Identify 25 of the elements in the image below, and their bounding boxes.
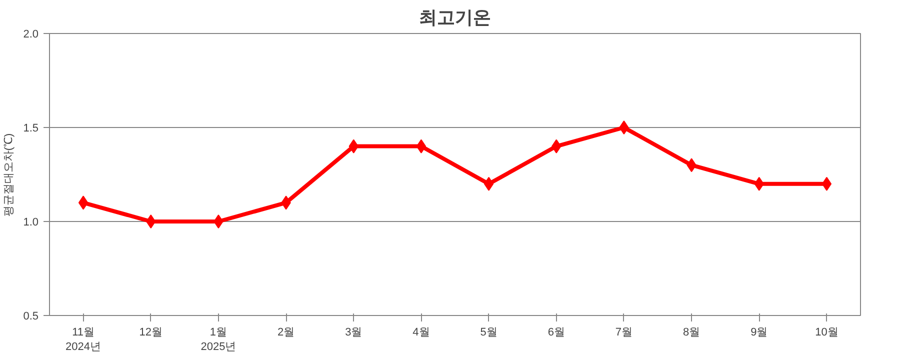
x-tick-label: 10월 bbox=[815, 326, 838, 338]
y-tick-label: 2.0 bbox=[23, 28, 39, 40]
x-tick-label: 5월 bbox=[480, 326, 498, 338]
x-tick-label: 1월 2025년 bbox=[200, 326, 236, 353]
point bbox=[146, 214, 156, 228]
point bbox=[619, 120, 629, 134]
y-tick-label: 1.0 bbox=[23, 216, 39, 228]
x-tick-label: 11월 2024년 bbox=[66, 326, 102, 353]
y-axis-title: 평균절대오차(℃) bbox=[3, 133, 16, 217]
y-tick-label: 0.5 bbox=[23, 310, 39, 322]
x-tick-label: 12월 bbox=[139, 326, 163, 338]
x-tick-label: 2월 bbox=[277, 326, 295, 338]
point bbox=[484, 176, 494, 191]
point bbox=[78, 196, 88, 210]
point bbox=[822, 176, 832, 191]
x-tick-label: 7월 bbox=[615, 326, 633, 338]
chart-title: 최고기온 bbox=[419, 8, 491, 28]
x-tick-label: 9월 bbox=[750, 326, 768, 338]
x-tick-label: 8월 bbox=[682, 326, 700, 338]
x-tick-label: 4월 bbox=[412, 326, 430, 338]
point bbox=[416, 139, 426, 154]
y-tick-label: 1.5 bbox=[23, 122, 39, 134]
x-tick-label: 6월 bbox=[548, 326, 565, 338]
x-tick-label: 3월 bbox=[345, 326, 362, 338]
point bbox=[214, 214, 224, 228]
